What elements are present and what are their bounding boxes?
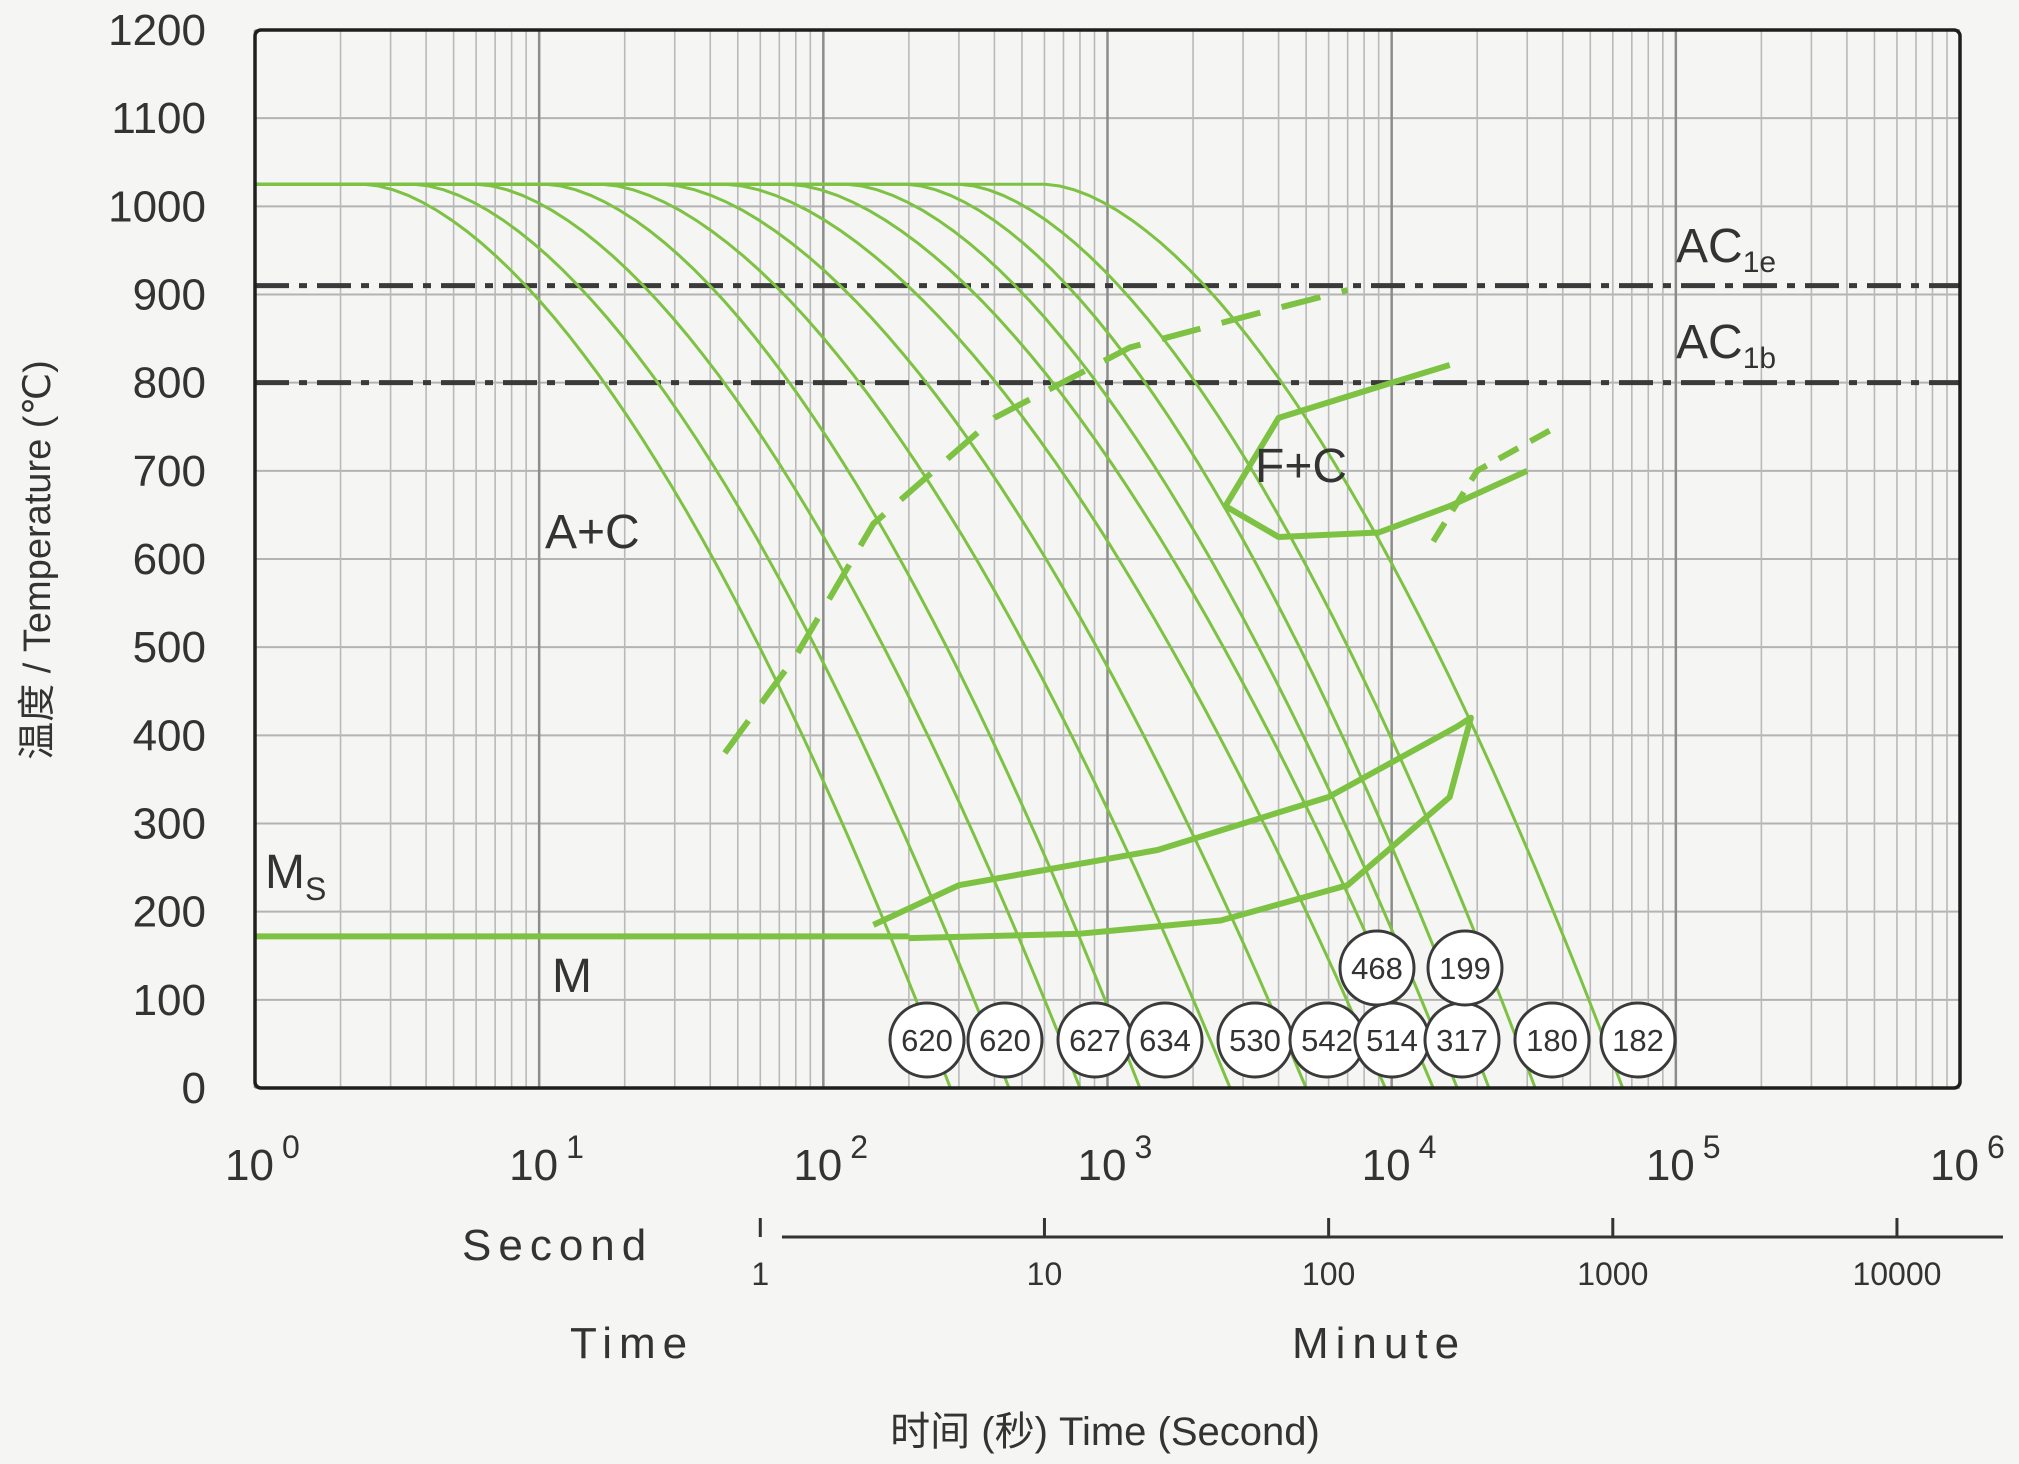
hardness-value: 182 (1612, 1023, 1664, 1058)
a-c-region-label: A+C (545, 506, 640, 559)
x-tick-label: 10 5 (1646, 1129, 1721, 1190)
hardness-value: 530 (1229, 1023, 1281, 1058)
y-axis-label: 温度 / Temperature (℃) (17, 360, 59, 760)
minute-tick-label: 10000 (1852, 1256, 1941, 1292)
reference-lines (255, 283, 1960, 386)
cooling-curve (255, 182, 1537, 1089)
y-tick-label: 500 (133, 623, 206, 672)
minute-tick-label: 1000 (1577, 1256, 1648, 1292)
y-tick-label: 700 (133, 447, 206, 496)
ac1e-label: AC1e (1676, 220, 1776, 279)
f-c-finish-line (1430, 424, 1558, 543)
hardness-value: 514 (1366, 1023, 1418, 1058)
y-tick-label: 300 (133, 800, 206, 849)
y-tick-label: 0 (182, 1064, 206, 1113)
hardness-circle (1338, 929, 1416, 1007)
cooling-curves (255, 182, 1625, 1089)
hardness-circle (888, 1001, 966, 1079)
m-region-label: M (552, 950, 592, 1003)
y-tick-label: 400 (133, 711, 206, 760)
hardness-circle (966, 1001, 1044, 1079)
cooling-curve (255, 182, 1491, 1089)
cooling-curve (255, 182, 1435, 1089)
hardness-value: 199 (1439, 951, 1491, 986)
hardness-circle (1513, 1001, 1591, 1079)
f-c-region-label: F+C (1255, 440, 1347, 493)
cooling-curve (255, 182, 952, 1089)
plot-frame (253, 28, 1962, 1090)
cooling-curve (255, 182, 1459, 1089)
y-tick-labels: 0 100 200 300 400 500 600 700 800 900 1000 1100 1200 (108, 6, 206, 1113)
cooling-curve (255, 182, 1625, 1089)
cooling-curve (255, 182, 1142, 1089)
minute-tick-label: 1 (751, 1256, 769, 1292)
y-tick-label: 1200 (108, 6, 206, 55)
minute-label: Minute (1292, 1319, 1466, 1368)
cooling-curve (255, 182, 1011, 1089)
y-tick-label: 100 (133, 976, 206, 1025)
hardness-value: 620 (979, 1023, 1031, 1058)
hardness-value: 468 (1351, 951, 1403, 986)
x-axis-label: 时间 (秒) Time (Second) (890, 1410, 1320, 1454)
x-tick-label: 10 4 (1362, 1129, 1437, 1190)
y-tick-label: 1000 (108, 182, 206, 231)
x-tick-label: 10 0 (225, 1129, 300, 1190)
transformation-regions (255, 287, 1558, 942)
hardness-value: 634 (1139, 1023, 1191, 1058)
hardness-labels: 620 620 627 634 530 542 514 317 180 182 468 199 (888, 929, 1677, 1079)
cooling-curve (255, 182, 1387, 1089)
x-tick-label: 10 2 (793, 1129, 868, 1190)
y-tick-label: 900 (133, 271, 206, 320)
f-c-region-outline (1222, 362, 1529, 540)
hardness-value: 620 (901, 1023, 953, 1058)
hardness-value: 542 (1301, 1023, 1353, 1058)
y-tick-label: 600 (133, 535, 206, 584)
x-tick-label: 10 6 (1930, 1129, 2005, 1190)
time-label: Time (570, 1319, 694, 1368)
second-label: Second (462, 1221, 653, 1270)
y-tick-label: 1100 (111, 94, 206, 143)
cooling-curve (255, 182, 1232, 1089)
minute-scale: 1 10 100 1000 10000 (751, 1218, 2003, 1292)
hardness-circle (1599, 1001, 1677, 1079)
cooling-curve (255, 182, 1082, 1089)
x-tick-labels: 10 0 10 1 10 2 10 3 10 4 10 5 10 6 (225, 1129, 2005, 1190)
hardness-circle (1126, 1001, 1204, 1079)
minute-tick-label: 10 (1027, 1256, 1063, 1292)
x-tick-label: 10 1 (509, 1129, 584, 1190)
carbide-precipitation-line (722, 287, 1349, 755)
hardness-value: 180 (1526, 1023, 1578, 1058)
y-tick-label: 200 (133, 888, 206, 937)
minute-tick-label: 100 (1302, 1256, 1355, 1292)
x-tick-label: 10 3 (1078, 1129, 1153, 1190)
hardness-value: 627 (1069, 1023, 1121, 1058)
y-tick-label: 800 (133, 359, 206, 408)
ms-label: MS (265, 846, 326, 907)
hardness-value: 317 (1436, 1023, 1488, 1058)
bainite-region-outline (872, 714, 1474, 942)
hardness-circle (1426, 929, 1504, 1007)
ac1b-label: AC1b (1676, 316, 1776, 375)
